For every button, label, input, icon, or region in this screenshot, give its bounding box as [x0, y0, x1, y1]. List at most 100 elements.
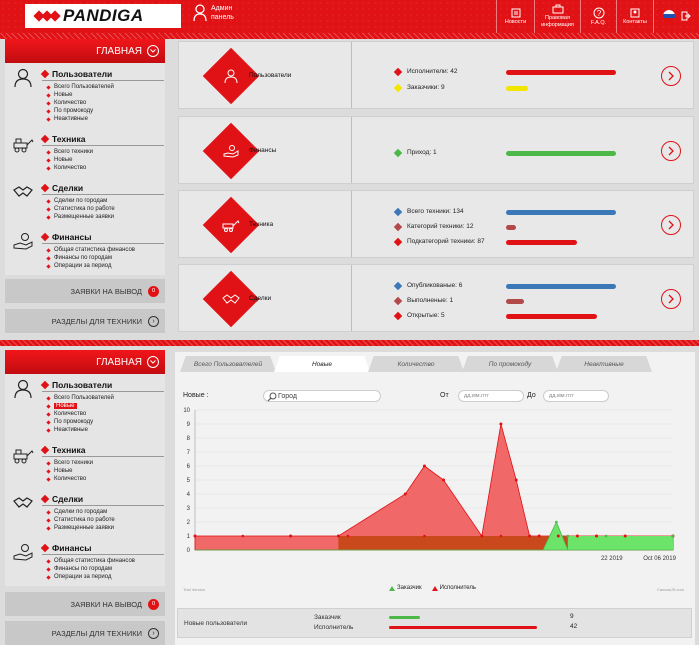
- tab-all-users[interactable]: Всего Пользователей: [180, 356, 276, 372]
- stat-executors-bar: [506, 70, 616, 75]
- menu-users-new-2[interactable]: Новые: [46, 402, 114, 410]
- panel-tabs: Всего Пользователей Новые Количество По …: [180, 356, 652, 372]
- group-deals-title-2[interactable]: Сделки: [40, 494, 83, 504]
- withdraw-requests-button[interactable]: ЗАЯВКИ НА ВЫВОД 0: [5, 279, 165, 303]
- card-finance: Финансы Приход: 1: [178, 116, 694, 184]
- card-machinery-open-button[interactable]: [661, 215, 681, 235]
- group-users-title-2[interactable]: Пользователи: [40, 380, 112, 390]
- executor-point: [556, 534, 560, 538]
- y-tick-label: 5: [187, 478, 191, 484]
- menu-deals-stats[interactable]: Статистика по работе: [46, 205, 115, 213]
- nav-contacts-label: Контакты: [623, 18, 647, 25]
- nav-legal[interactable]: Правовая информация: [534, 0, 580, 33]
- sidebar-home-header-2[interactable]: ГЛАВНАЯ: [5, 350, 165, 374]
- nav-legal-label: Правовая информация: [541, 15, 574, 28]
- legend-executor[interactable]: Исполнитель: [439, 585, 477, 591]
- menu-users-promo-2[interactable]: По промокоду: [46, 418, 114, 426]
- menu-finance-period-2[interactable]: Операции за период: [46, 573, 135, 581]
- card-users-open-button[interactable]: [661, 66, 681, 86]
- machinery-icon: [217, 211, 245, 239]
- menu-machinery-new-2[interactable]: Новые: [46, 467, 93, 475]
- city-search-input[interactable]: Город: [263, 390, 381, 402]
- menu-users-promo[interactable]: По промокоду: [46, 107, 114, 115]
- card-deals-title: Сделки: [249, 295, 272, 302]
- legend-customer[interactable]: Заказчик: [397, 585, 422, 591]
- nav-news[interactable]: Новости: [496, 0, 534, 33]
- y-tick-label: 4: [187, 492, 191, 498]
- executor-point: [537, 534, 541, 538]
- chevron-right-icon: [668, 71, 674, 81]
- customer-point: [604, 534, 608, 538]
- group-finance-title[interactable]: Финансы: [40, 232, 91, 242]
- chevron-right-icon: [668, 294, 674, 304]
- tab-inactive[interactable]: Неактивные: [556, 356, 652, 372]
- machinery-sections-button[interactable]: РАЗДЕЛЫ ДЛЯ ТЕХНИКИ ›: [5, 309, 165, 333]
- y-tick-label: 6: [187, 464, 191, 470]
- menu-machinery-all[interactable]: Всего техники: [46, 148, 93, 156]
- group-machinery-title-2[interactable]: Техника: [40, 445, 85, 455]
- menu-machinery-all-2[interactable]: Всего техники: [46, 459, 93, 467]
- group-machinery-title[interactable]: Техника: [40, 134, 85, 144]
- decor-band-middle: [0, 340, 699, 346]
- russian-flag-icon[interactable]: [662, 10, 675, 22]
- executor-point: [346, 534, 350, 538]
- menu-finance-cities[interactable]: Финансы по городам: [46, 254, 135, 262]
- menu-users-count[interactable]: Количество: [46, 99, 114, 107]
- menu-deals-cities-2[interactable]: Сделки по городам: [46, 508, 115, 516]
- menu-finance-period[interactable]: Операции за период: [46, 262, 135, 270]
- customer-area: [195, 521, 673, 551]
- menu-users-inactive[interactable]: Неактивные: [46, 115, 114, 123]
- nav-faq-label: F.A.Q.: [590, 19, 607, 26]
- logout-icon[interactable]: [681, 11, 691, 21]
- menu-deals-placed-2[interactable]: Размещенные заявки: [46, 524, 115, 532]
- machinery-sections-button-2[interactable]: РАЗДЕЛЫ ДЛЯ ТЕХНИКИ ›: [5, 621, 165, 645]
- executor-area: [194, 423, 674, 551]
- menu-users-all-2[interactable]: Всего Пользователей: [46, 394, 114, 402]
- stat-deals-open: Открытые: 5: [393, 311, 445, 320]
- stat-deals-done-bar: [506, 299, 524, 304]
- card-finance-open-button[interactable]: [661, 141, 681, 161]
- menu-users-all[interactable]: Всего Пользователей: [46, 83, 114, 91]
- menu-users-count-2[interactable]: Количество: [46, 410, 114, 418]
- y-tick-label: 3: [187, 506, 191, 512]
- admin-panel-label[interactable]: Админ панель: [193, 4, 251, 22]
- news-icon: [511, 8, 520, 17]
- legend-customer-marker: [389, 585, 395, 591]
- withdraw-requests-button-2[interactable]: ЗАЯВКИ НА ВЫВОД 0: [5, 592, 165, 616]
- card-users-title: Пользователи: [249, 72, 292, 79]
- summary-executor-label: Исполнитель: [314, 624, 354, 631]
- deals-icon: [13, 497, 33, 508]
- card-finance-title: Финансы: [249, 147, 277, 154]
- tab-new[interactable]: Новые: [274, 356, 370, 372]
- date-to-input[interactable]: дд.мм.гггг: [543, 390, 609, 402]
- group-finance-title-2[interactable]: Финансы: [40, 543, 91, 553]
- menu-deals-placed[interactable]: Размещенные заявки: [46, 213, 115, 221]
- menu-users-inactive-2[interactable]: Неактивные: [46, 426, 114, 434]
- stat-machinery-categories: Категорий техники: 12: [393, 222, 473, 231]
- menu-machinery-count-2[interactable]: Количество: [46, 475, 93, 483]
- tab-promo[interactable]: По промокоду: [462, 356, 558, 372]
- date-from-input[interactable]: дд.мм.гггг: [458, 390, 524, 402]
- group-users-title[interactable]: Пользователи: [40, 69, 112, 79]
- group-deals-title[interactable]: Сделки: [40, 183, 83, 193]
- menu-machinery-count[interactable]: Количество: [46, 164, 93, 172]
- menu-finance-general[interactable]: Общая статистика финансов: [46, 246, 135, 254]
- y-tick-label: 10: [183, 408, 190, 414]
- sidebar-home-header[interactable]: ГЛАВНАЯ: [5, 39, 165, 63]
- stat-deals-open-bar: [506, 314, 597, 319]
- menu-machinery-new[interactable]: Новые: [46, 156, 93, 164]
- withdraw-count-badge-2: 0: [148, 598, 159, 610]
- menu-deals-cities[interactable]: Сделки по городам: [46, 197, 115, 205]
- menu-users-new[interactable]: Новые: [46, 91, 114, 99]
- deals-icon: [217, 285, 245, 313]
- card-users: Пользователи Исполнители: 42 Заказчики: …: [178, 41, 694, 109]
- logo[interactable]: PANDIGA: [25, 4, 181, 28]
- menu-finance-general-2[interactable]: Общая статистика финансов: [46, 557, 135, 565]
- nav-contacts[interactable]: Контакты: [616, 0, 653, 33]
- nav-faq[interactable]: ? F.A.Q.: [580, 0, 616, 33]
- new-users-area-chart: 0 1 2 3 4 5 6 7 8 9 10 22 2019 Oct 06 2019: [183, 408, 676, 562]
- menu-finance-cities-2[interactable]: Финансы по городам: [46, 565, 135, 573]
- tab-count[interactable]: Количество: [368, 356, 464, 372]
- menu-deals-stats-2[interactable]: Статистика по работе: [46, 516, 115, 524]
- card-deals-open-button[interactable]: [661, 289, 681, 309]
